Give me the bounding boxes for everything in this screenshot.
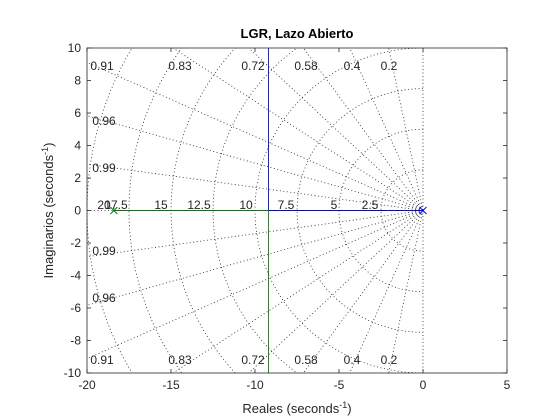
x-tick-label: -10 — [246, 378, 264, 392]
locus-branches — [113, 48, 423, 373]
wn-label: 2.5 — [362, 198, 379, 212]
y-axis-label: Imaginarios (seconds-1) — [40, 143, 56, 279]
damping-label-side: 0.96 — [92, 114, 116, 128]
wn-label: 17.5 — [104, 198, 128, 212]
y-tick-label: -10 — [64, 366, 82, 380]
pole-marker — [110, 206, 118, 215]
damping-label-bottom: 0.72 — [241, 353, 265, 367]
y-tick-label: 10 — [68, 41, 82, 55]
chart-title: LGR, Lazo Abierto — [241, 26, 354, 41]
y-axis-label-sup: -1 — [40, 147, 50, 155]
damping-label-top: 0.4 — [344, 59, 361, 73]
damping-label-top: 0.72 — [241, 59, 265, 73]
wn-arc — [380, 169, 424, 252]
y-tick-label: -4 — [70, 269, 81, 283]
wn-label: 10 — [239, 198, 253, 212]
plot-area: 0.91 0.91 0.83 0.83 0.72 0.72 0.58 0.58 0.4 0.4 0.… — [64, 41, 511, 392]
damping-label-bottom: 0.2 — [381, 353, 398, 367]
x-tick-label: -20 — [78, 378, 96, 392]
x-axis-label: Reales (seconds-1) — [242, 400, 351, 416]
damping-label-bottom: 0.58 — [294, 353, 318, 367]
open-loop-poles — [110, 206, 427, 215]
damping-label-top: 0.2 — [381, 59, 398, 73]
damping-ray — [248, 210, 424, 373]
damping-label-top: 0.58 — [294, 59, 318, 73]
damping-label-bottom: 0.4 — [344, 353, 361, 367]
y-tick-label: 8 — [74, 74, 81, 88]
x-tick-label: 5 — [504, 378, 511, 392]
wn-label: 12.5 — [187, 198, 211, 212]
damping-label-side: 0.99 — [92, 161, 116, 175]
y-tick-label: 0 — [74, 204, 81, 218]
y-axis-label-main: Imaginarios (seconds — [41, 154, 56, 278]
wn-label: 5 — [331, 198, 338, 212]
y-tick-label: 2 — [74, 171, 81, 185]
x-tick-label: -5 — [334, 378, 345, 392]
y-tick-label: -8 — [70, 334, 81, 348]
wn-arc — [296, 88, 424, 333]
pole-marker — [419, 206, 427, 215]
wn-label: 15 — [154, 198, 168, 212]
x-axis-label-close: ) — [347, 401, 351, 416]
x-axis-label-main: Reales (seconds — [242, 401, 339, 416]
x-axis-label-sup: -1 — [339, 400, 347, 410]
damping-label-top: 0.83 — [168, 59, 192, 73]
wn-label: 7.5 — [278, 198, 295, 212]
grid-labels: 0.91 0.91 0.83 0.83 0.72 0.72 0.58 0.58 0.4 0.4 0.… — [90, 59, 397, 367]
y-tick-label: -2 — [70, 236, 81, 250]
y-tick-label: 6 — [74, 106, 81, 120]
damping-label-side: 0.99 — [92, 244, 116, 258]
damping-label-top: 0.91 — [90, 59, 114, 73]
y-axis-label-close: ) — [41, 143, 56, 147]
damping-label-bottom: 0.83 — [168, 353, 192, 367]
x-tick-label: 0 — [420, 378, 427, 392]
damping-label-bottom: 0.91 — [90, 353, 114, 367]
y-tick-label: 4 — [74, 139, 81, 153]
y-tick-label: -6 — [70, 301, 81, 315]
x-tick-label: -15 — [162, 378, 180, 392]
damping-label-side: 0.96 — [92, 291, 116, 305]
wn-label: 20 — [97, 198, 111, 212]
damping-ray — [248, 48, 424, 211]
